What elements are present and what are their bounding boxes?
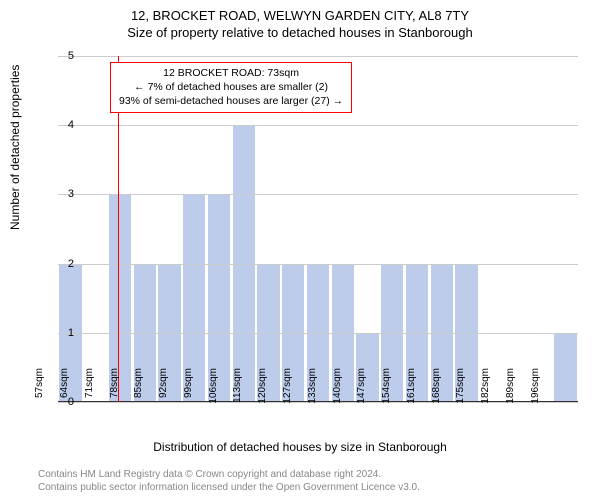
y-tick-label: 2 bbox=[68, 258, 74, 270]
annotation-box: 12 BROCKET ROAD: 73sqm← 7% of detached h… bbox=[110, 62, 352, 113]
annotation-line: 12 BROCKET ROAD: 73sqm bbox=[119, 66, 343, 80]
x-tick-label: 147sqm bbox=[356, 368, 367, 408]
y-tick-label: 3 bbox=[68, 188, 74, 200]
x-tick-label: 78sqm bbox=[109, 368, 120, 408]
gridline bbox=[58, 125, 578, 126]
histogram-bar bbox=[554, 333, 576, 402]
x-tick-label: 154sqm bbox=[381, 368, 392, 408]
gridline bbox=[58, 56, 578, 57]
chart-title-sub: Size of property relative to detached ho… bbox=[0, 23, 600, 40]
gridline bbox=[58, 264, 578, 265]
x-tick-label: 92sqm bbox=[158, 368, 169, 408]
attribution-line: Contains HM Land Registry data © Crown c… bbox=[38, 468, 420, 481]
x-tick-label: 64sqm bbox=[59, 368, 70, 408]
chart-plot-area: 12 BROCKET ROAD: 73sqm← 7% of detached h… bbox=[58, 56, 578, 402]
x-tick-label: 106sqm bbox=[208, 368, 219, 408]
x-tick-label: 57sqm bbox=[34, 368, 45, 408]
x-tick-label: 113sqm bbox=[232, 368, 243, 408]
x-tick-label: 85sqm bbox=[133, 368, 144, 408]
x-tick-label: 99sqm bbox=[183, 368, 194, 408]
y-tick-label: 4 bbox=[68, 119, 74, 131]
x-tick-label: 71sqm bbox=[84, 368, 95, 408]
y-axis-label: Number of detached properties bbox=[8, 65, 22, 230]
chart-attribution: Contains HM Land Registry data © Crown c… bbox=[38, 468, 420, 494]
x-tick-label: 120sqm bbox=[257, 368, 268, 408]
x-tick-label: 175sqm bbox=[455, 368, 466, 408]
x-tick-label: 182sqm bbox=[480, 368, 491, 408]
x-axis-label: Distribution of detached houses by size … bbox=[0, 440, 600, 454]
y-tick-label: 5 bbox=[68, 50, 74, 62]
y-tick-label: 1 bbox=[68, 327, 74, 339]
x-tick-label: 161sqm bbox=[406, 368, 417, 408]
chart-title-main: 12, BROCKET ROAD, WELWYN GARDEN CITY, AL… bbox=[0, 0, 600, 23]
x-tick-label: 127sqm bbox=[282, 368, 293, 408]
x-tick-label: 133sqm bbox=[307, 368, 318, 408]
gridline bbox=[58, 333, 578, 334]
annotation-line: ← 7% of detached houses are smaller (2) bbox=[119, 80, 343, 94]
attribution-line: Contains public sector information licen… bbox=[38, 481, 420, 494]
x-tick-label: 140sqm bbox=[332, 368, 343, 408]
gridline bbox=[58, 194, 578, 195]
x-tick-label: 189sqm bbox=[505, 368, 516, 408]
x-tick-label: 196sqm bbox=[530, 368, 541, 408]
x-tick-label: 168sqm bbox=[431, 368, 442, 408]
annotation-line: 93% of semi-detached houses are larger (… bbox=[119, 94, 343, 108]
